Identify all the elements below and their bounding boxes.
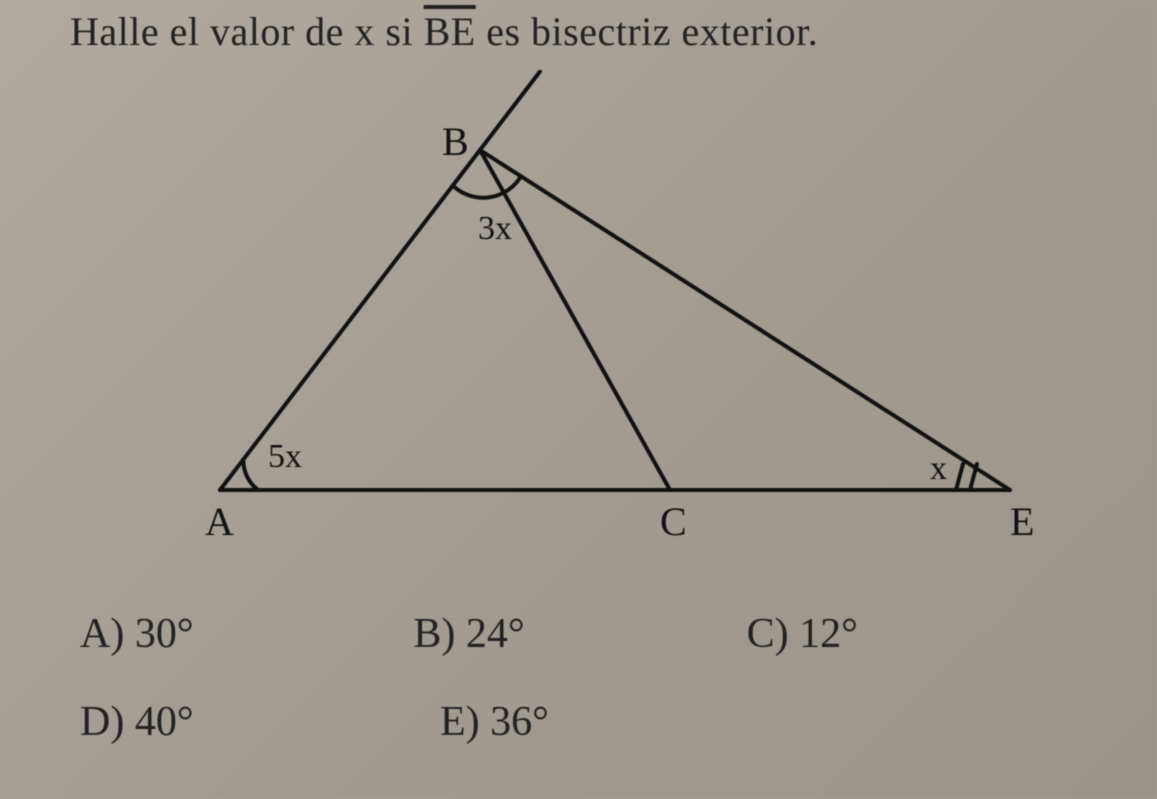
option-c: C) 12° <box>747 610 1080 658</box>
option-d: D) 40° <box>80 698 440 746</box>
angle-arc-a <box>243 460 258 491</box>
option-a: A) 30° <box>80 610 413 658</box>
options-row-1: A) 30° B) 24° C) 12° <box>80 610 1080 658</box>
angle-label-b: 3x <box>478 210 512 248</box>
answer-options: A) 30° B) 24° C) 12° D) 40° E) 36° <box>80 610 1080 786</box>
question-prefix: Halle el valor de x si <box>70 9 424 54</box>
geometry-diagram: A B C E 5x 3x x <box>100 70 1050 550</box>
point-label-c: C <box>660 498 687 545</box>
angle-tick-e2 <box>956 464 963 490</box>
point-label-a: A <box>205 498 234 545</box>
segment-ab-ext <box>480 72 540 151</box>
segment-ab <box>220 150 480 490</box>
angle-label-e: x <box>930 450 947 488</box>
option-b: B) 24° <box>413 610 746 658</box>
options-row-2: D) 40° E) 36° <box>80 698 1080 746</box>
question-text: Halle el valor de x si BE es bisectriz e… <box>70 8 818 55</box>
diagram-svg <box>100 70 1050 550</box>
vector-be: BE <box>424 9 476 54</box>
angle-arc-b <box>453 178 520 198</box>
option-e: E) 36° <box>440 698 800 746</box>
angle-label-a: 5x <box>268 438 302 476</box>
segment-bc <box>480 150 670 490</box>
question-suffix: es bisectriz exterior. <box>476 9 818 54</box>
segment-be <box>480 150 1010 490</box>
point-label-e: E <box>1010 498 1034 545</box>
point-label-b: B <box>442 118 469 165</box>
page: Halle el valor de x si BE es bisectriz e… <box>0 0 1157 799</box>
